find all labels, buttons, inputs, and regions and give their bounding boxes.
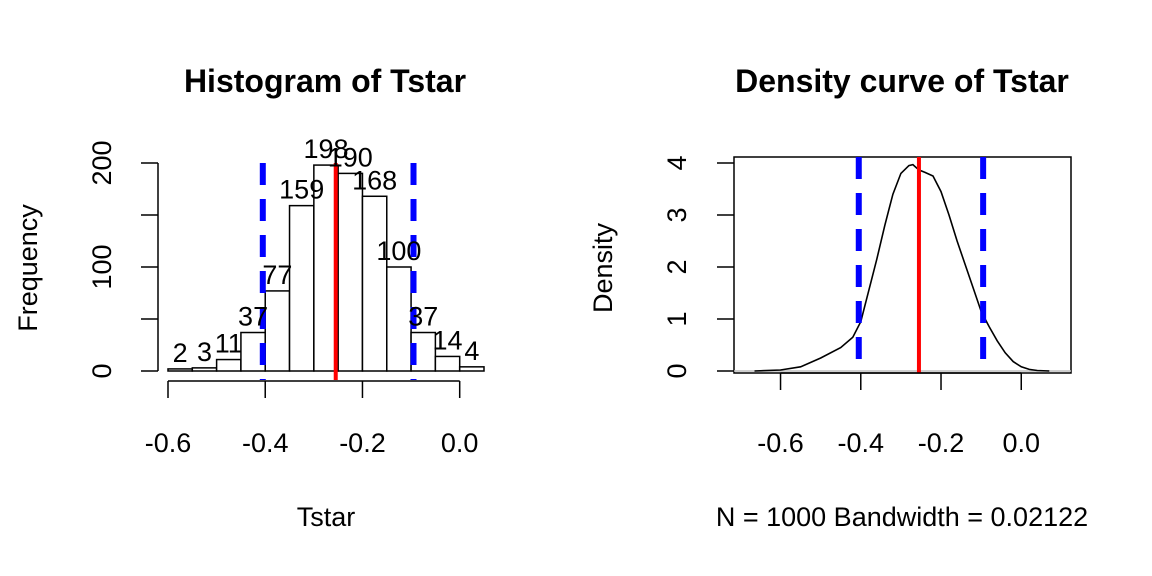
density-x-tick-label: -0.2 (918, 428, 965, 458)
density-plot-frame (733, 156, 1072, 374)
histogram-bar-label: 77 (262, 260, 292, 290)
histogram-bar (337, 172, 364, 372)
histogram-bar (458, 366, 485, 372)
histogram-bar (386, 266, 412, 372)
histogram-bar-label: 159 (279, 175, 324, 205)
histogram-y-axis: 0 100 200 (87, 140, 159, 379)
histogram-x-tick-label: -0.6 (145, 428, 192, 458)
histogram-bar-label: 100 (376, 236, 421, 266)
density-panel: Density curve of Tstar N = 1000 Bandwidt… (588, 63, 1088, 532)
histogram-bar-label: 4 (464, 336, 479, 366)
density-y-tick-label: 2 (662, 259, 692, 274)
histogram-bar (215, 358, 242, 372)
density-y-tick-label: 1 (662, 311, 692, 326)
histogram-x-tick-label: 0.0 (441, 428, 479, 458)
density-y-axis: 0 1 2 3 4 (662, 155, 734, 379)
histogram-bar-label: 14 (433, 325, 463, 355)
histogram-x-axis: -0.6 -0.4 -0.2 0.0 (145, 380, 479, 458)
density-x-tick-label: -0.6 (757, 428, 804, 458)
density-x-axis-label: N = 1000 Bandwidth = 0.02122 (716, 502, 1088, 532)
histogram-bar-label: 37 (238, 302, 268, 332)
density-x-tick-label: -0.4 (838, 428, 885, 458)
histogram-bar (434, 355, 461, 372)
density-curve-line (754, 163, 1050, 372)
histogram-bar-label: 2 (173, 338, 188, 368)
histogram-bar (361, 195, 388, 372)
histogram-y-tick-label: 200 (87, 140, 117, 185)
histogram-y-tick-label: 100 (87, 244, 117, 289)
histogram-bar-label: 190 (328, 142, 373, 172)
histogram-bar-label: 198 (303, 134, 348, 164)
density-y-axis-label: Density (588, 222, 618, 313)
histogram-bar-label: 168 (352, 165, 397, 195)
density-title: Density curve of Tstar (735, 63, 1069, 99)
histogram-bar (191, 367, 218, 372)
density-reference-lines (855, 157, 987, 373)
density-y-tick-label: 4 (662, 155, 692, 170)
histogram-panel: Histogram of Tstar Tstar Frequency 2 3 113… (13, 63, 485, 532)
histogram-x-axis-label: Tstar (297, 502, 356, 532)
histogram-bar (264, 290, 291, 372)
histogram-bar (288, 204, 315, 372)
histogram-bar-label: 11 (215, 329, 243, 359)
histogram-bar (167, 368, 194, 372)
density-y-tick-label: 3 (662, 207, 692, 222)
histogram-title: Histogram of Tstar (184, 63, 466, 99)
histogram-bar (410, 331, 437, 372)
histogram-bars (167, 164, 485, 372)
density-x-tick-label: 0.0 (1002, 428, 1040, 458)
histogram-y-tick-label: 0 (87, 363, 117, 378)
histogram-reference-lines (259, 163, 417, 380)
density-x-axis: -0.6 -0.4 -0.2 0.0 (757, 372, 1040, 458)
histogram-y-axis-label: Frequency (13, 204, 43, 332)
histogram-bar-label: 37 (408, 302, 438, 332)
histogram-x-tick-label: -0.4 (242, 428, 289, 458)
histogram-x-tick-label: -0.2 (339, 428, 386, 458)
density-y-tick-label: 0 (662, 363, 692, 378)
histogram-bar-label: 3 (197, 337, 212, 367)
